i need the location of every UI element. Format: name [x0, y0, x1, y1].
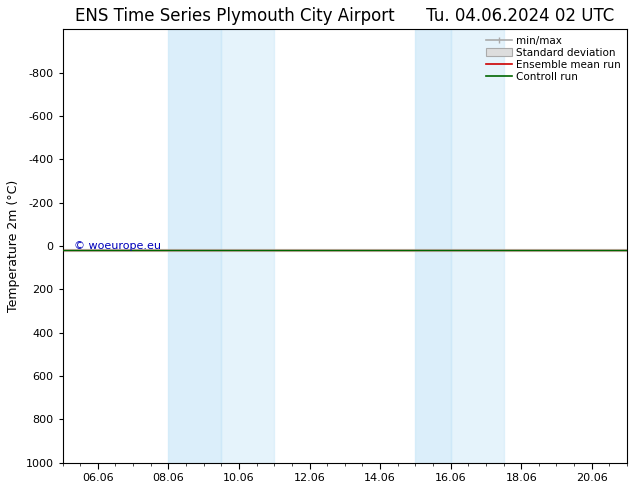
Text: © woeurope.eu: © woeurope.eu [74, 241, 161, 251]
Bar [415, 29, 451, 463]
Title: ENS Time Series Plymouth City Airport      Tu. 04.06.2024 02 UTC: ENS Time Series Plymouth City Airport Tu… [75, 7, 614, 25]
Y-axis label: Temperature 2m (°C): Temperature 2m (°C) [7, 180, 20, 312]
Legend: min/max, Standard deviation, Ensemble mean run, Controll run: min/max, Standard deviation, Ensemble me… [482, 31, 625, 86]
Bar [169, 29, 221, 463]
Bar [221, 29, 275, 463]
Bar [451, 29, 503, 463]
